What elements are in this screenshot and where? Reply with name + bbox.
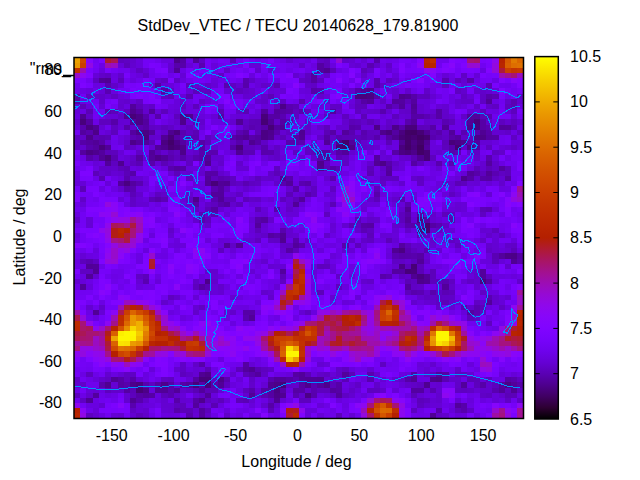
svg-text:7.5: 7.5 (570, 320, 592, 337)
svg-text:-150: -150 (96, 427, 128, 444)
svg-text:150: 150 (470, 427, 497, 444)
svg-text:-80: -80 (39, 394, 62, 411)
svg-text:100: 100 (408, 427, 435, 444)
svg-text:0: 0 (53, 228, 62, 245)
svg-text:-20: -20 (39, 270, 62, 287)
svg-text:40: 40 (44, 145, 62, 162)
svg-text:7: 7 (570, 365, 579, 382)
svg-text:-60: -60 (39, 353, 62, 370)
svg-text:9: 9 (570, 184, 579, 201)
svg-text:6.5: 6.5 (570, 411, 592, 428)
svg-text:0: 0 (293, 427, 302, 444)
svg-text:StdDev_VTEC / TECU 20140628_17: StdDev_VTEC / TECU 20140628_179.81900 (138, 17, 459, 35)
svg-text:8: 8 (570, 275, 579, 292)
svg-text:50: 50 (350, 427, 368, 444)
svg-text:20: 20 (44, 186, 62, 203)
svg-text:10: 10 (570, 93, 588, 110)
svg-text:10.5: 10.5 (570, 48, 601, 65)
svg-text:-40: -40 (39, 311, 62, 328)
svg-text:8.5: 8.5 (570, 229, 592, 246)
svg-text:60: 60 (44, 103, 62, 120)
svg-text:Longitude / deg: Longitude / deg (241, 453, 351, 470)
svg-text:9.5: 9.5 (570, 139, 592, 156)
svg-text:Latitude / deg: Latitude / deg (11, 189, 28, 286)
svg-text:-50: -50 (224, 427, 247, 444)
svg-text:-100: -100 (158, 427, 190, 444)
